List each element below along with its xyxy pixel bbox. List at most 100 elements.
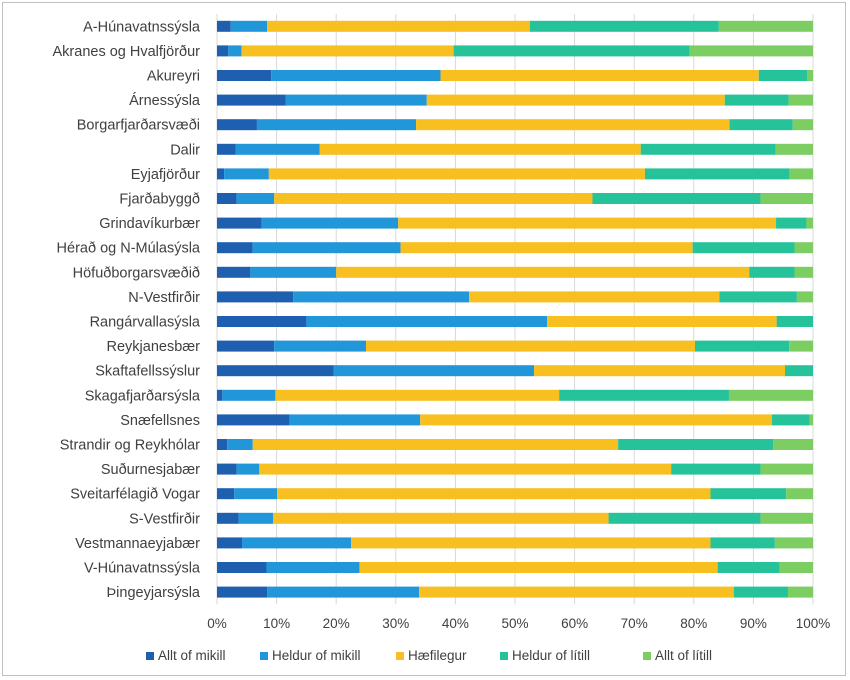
- bar-segment: [749, 266, 795, 278]
- bar-row: [217, 94, 813, 106]
- bar-segment: [250, 266, 337, 278]
- x-tick-label: 50%: [501, 616, 528, 631]
- bar-segment: [306, 316, 548, 327]
- bar-segment: [640, 143, 776, 155]
- bar-segment: [718, 20, 813, 32]
- x-tick-label: 80%: [680, 616, 707, 631]
- category-label: Grindavíkurbær: [99, 216, 200, 232]
- bar-row: [217, 291, 813, 303]
- bar-segment: [692, 242, 795, 254]
- category-label: Akranes og Hvalfjörður: [53, 44, 201, 60]
- bar-segment: [359, 562, 718, 573]
- bar-segment: [217, 562, 267, 573]
- gridlines: [216, 14, 814, 605]
- bar-segment: [779, 562, 813, 573]
- bar-segment: [256, 119, 417, 131]
- legend-label: Allt of lítill: [655, 648, 712, 663]
- x-tick-label: 10%: [263, 616, 290, 631]
- bar-segment: [217, 586, 268, 598]
- category-label: Þingeyjarsýsla: [107, 585, 201, 601]
- bar-segment: [277, 488, 711, 500]
- bar-segment: [809, 414, 813, 426]
- category-label: S-Vestfirðir: [129, 511, 200, 527]
- bar-segment: [788, 94, 813, 106]
- bar-segment: [289, 414, 421, 426]
- bar-segment: [760, 512, 813, 524]
- bar-segment: [236, 463, 260, 475]
- bar-row: [217, 168, 813, 180]
- bar-segment: [366, 340, 695, 352]
- bar-segment: [333, 365, 535, 377]
- bar-segment: [420, 414, 772, 426]
- legend-item: Hæfilegur: [396, 648, 467, 663]
- category-label: Dalir: [170, 142, 200, 158]
- bar-segment: [268, 168, 645, 180]
- bar-segment: [789, 168, 813, 180]
- bar-segment: [796, 291, 813, 303]
- bar-row: [217, 340, 813, 352]
- bar-segment: [274, 340, 366, 352]
- bar-row: [217, 316, 813, 327]
- bar-segment: [217, 316, 307, 327]
- legend-item: Heldur of mikill: [260, 648, 361, 663]
- bar-segment: [719, 291, 797, 303]
- x-tick-label: 100%: [796, 616, 831, 631]
- bar-segment: [217, 20, 231, 32]
- bar-segment: [724, 94, 789, 106]
- bar-segment: [710, 537, 775, 549]
- category-label: A-Húnavatnssýsla: [83, 19, 201, 35]
- bar-row: [217, 266, 813, 278]
- bar-segment: [336, 266, 750, 278]
- bar-segment: [227, 439, 253, 450]
- bar-segment: [775, 143, 813, 155]
- bar-segment: [426, 94, 725, 106]
- bar-segment: [217, 463, 237, 475]
- bar-segment: [217, 512, 239, 524]
- category-label: Eyjafjörður: [131, 167, 200, 183]
- category-label: Fjarðabyggð: [119, 192, 200, 208]
- bar-segment: [794, 242, 813, 254]
- bar-segment: [398, 217, 777, 229]
- bar-segment: [710, 488, 787, 500]
- bar-segment: [689, 45, 813, 57]
- bar-row: [217, 217, 813, 229]
- bar-segment: [469, 291, 720, 303]
- bar-segment: [806, 217, 813, 229]
- bar-segment: [773, 439, 813, 450]
- bar-segment: [261, 217, 399, 229]
- bar-segment: [235, 143, 320, 155]
- bar-segment: [787, 586, 813, 598]
- bar-segment: [729, 119, 793, 131]
- bar-segment: [351, 537, 711, 549]
- bar-row: [217, 45, 813, 57]
- bar-segment: [217, 70, 272, 81]
- category-label: Höfuðborgarsvæðið: [73, 265, 200, 281]
- x-tick-label: 90%: [740, 616, 767, 631]
- bar-segment: [774, 537, 813, 549]
- bar-segment: [776, 217, 807, 229]
- bar-segment: [717, 562, 780, 573]
- bar-row: [217, 70, 813, 81]
- bar-segment: [776, 316, 813, 327]
- bar-segment: [217, 143, 236, 155]
- bar-row: [217, 488, 813, 500]
- bar-segment: [217, 242, 253, 254]
- bar-segment: [217, 168, 225, 180]
- bar-segment: [252, 242, 401, 254]
- bars: [217, 20, 813, 598]
- bar-row: [217, 439, 813, 450]
- bar-segment: [416, 119, 730, 131]
- bar-segment: [534, 365, 785, 377]
- bar-segment: [217, 119, 257, 131]
- category-label: Snæfellsnes: [120, 413, 200, 429]
- bar-segment: [217, 45, 229, 57]
- bar-segment: [794, 266, 813, 278]
- bar-segment: [228, 45, 242, 57]
- bar-segment: [400, 242, 693, 254]
- category-label: Skagafjarðarsýsla: [85, 388, 201, 404]
- category-label: V-Húnavatnssýsla: [84, 561, 201, 577]
- bar-row: [217, 463, 813, 475]
- bar-segment: [789, 340, 813, 352]
- bar-segment: [760, 463, 813, 475]
- bar-segment: [419, 586, 734, 598]
